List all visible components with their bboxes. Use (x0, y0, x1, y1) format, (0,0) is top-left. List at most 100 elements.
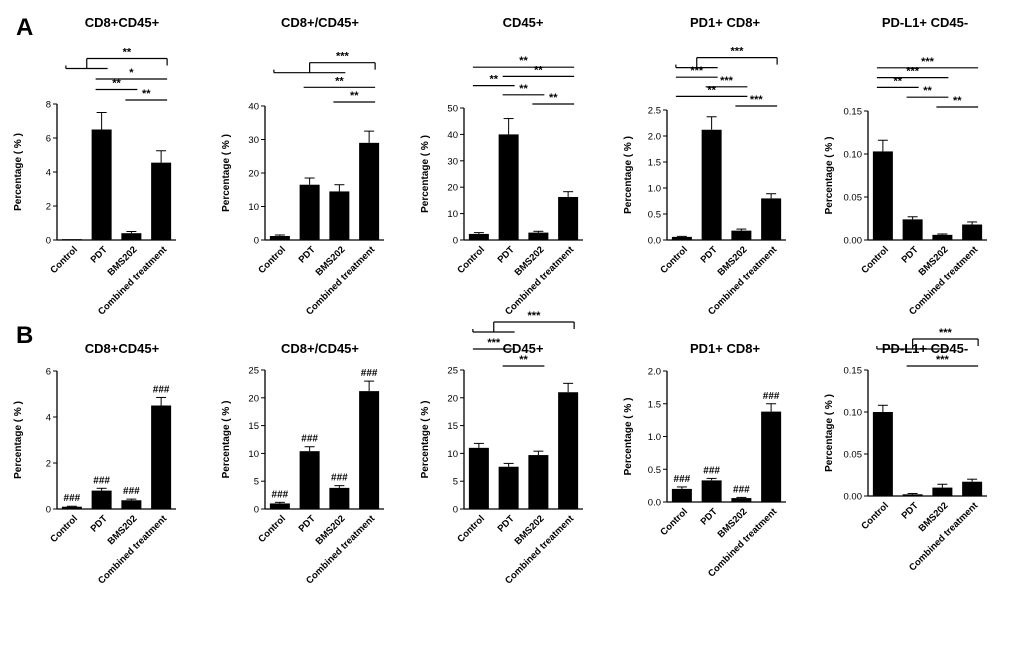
bar (671, 488, 692, 502)
bar (528, 232, 549, 240)
significance-label: *** (921, 56, 935, 68)
bar (269, 503, 290, 509)
y-tick-label: 0.15 (844, 107, 863, 118)
bar (269, 235, 290, 240)
bar (299, 184, 320, 240)
bar (902, 219, 923, 240)
y-tick-label: 2.0 (648, 367, 661, 378)
y-axis-label: Percentage ( % ) (420, 135, 431, 213)
x-tick-label: PDT (297, 244, 318, 265)
bar (329, 191, 350, 240)
y-tick-label: 0.10 (844, 150, 863, 161)
y-tick-label: 0.0 (648, 236, 661, 247)
bar (151, 405, 172, 509)
bar (91, 129, 112, 240)
y-tick-label: 0.0 (648, 498, 661, 509)
bar (872, 412, 893, 496)
y-axis-label: Percentage ( % ) (221, 401, 232, 479)
y-tick-label: 40 (248, 102, 259, 113)
chart-1: CD8+/CD45+ 0 10 20 30 40 Percentage ( % ) Contr… (221, 15, 384, 317)
bar (359, 391, 380, 509)
bar-label: ### (703, 465, 720, 476)
significance-label: ** (893, 75, 902, 87)
bar (299, 451, 320, 509)
y-axis-label: Percentage ( % ) (13, 133, 24, 211)
chart-title: CD45+ (503, 15, 544, 30)
significance-label: * (129, 67, 134, 79)
chart-5: CD8+CD45+ 0 2 4 6 Percentage ( % ) Control ### P… (13, 341, 176, 586)
bar (932, 487, 953, 496)
significance-label: ** (335, 75, 344, 87)
x-tick-label: Control (859, 244, 891, 276)
bar (61, 506, 82, 509)
y-tick-label: 10 (248, 449, 259, 460)
significance-label: ** (953, 95, 962, 107)
y-axis-label: Percentage ( % ) (824, 394, 835, 472)
y-axis-label: Percentage ( % ) (13, 401, 24, 479)
y-axis-label: Percentage ( % ) (623, 136, 634, 214)
significance-label: *** (750, 94, 764, 106)
bar (468, 233, 489, 240)
bar (701, 129, 722, 240)
chart-0: CD8+CD45+ 0 2 4 6 8 Percentage ( % ) Control PDT… (13, 15, 176, 317)
significance-label: *** (936, 354, 950, 366)
y-tick-label: 30 (447, 156, 458, 167)
y-tick-label: 0.10 (844, 408, 863, 419)
x-tick-label: PDT (89, 513, 110, 534)
significance-label: ** (549, 92, 558, 104)
y-tick-label: 0.05 (844, 450, 863, 461)
y-tick-label: 2.5 (648, 106, 661, 117)
bar (932, 234, 953, 240)
significance-label: ** (534, 64, 543, 76)
y-axis-label: Percentage ( % ) (221, 134, 232, 212)
chart-title: CD8+/CD45+ (281, 15, 359, 30)
y-tick-label: 5 (453, 477, 458, 488)
significance-label: ** (142, 88, 151, 100)
x-tick-label: Control (658, 244, 690, 276)
significance-label: *** (487, 337, 501, 349)
x-tick-label: PDT (900, 500, 921, 521)
y-tick-label: 15 (248, 421, 259, 432)
significance-label: ** (123, 47, 132, 59)
bar (731, 498, 752, 502)
bar (498, 466, 519, 509)
panel-letter-a: A (16, 14, 34, 41)
chart-3: PD1+ CD8+ 0.0 0.5 1.0 1.5 2.0 2.5 Percentage ( … (623, 15, 786, 317)
y-tick-label: 0.00 (844, 492, 863, 503)
y-axis-label: Percentage ( % ) (420, 401, 431, 479)
chart-6: CD8+/CD45+ 0 5 10 15 20 25 Percentage ( % ) Cont… (221, 341, 384, 586)
bar (558, 392, 579, 509)
bar (761, 411, 782, 502)
significance-label: ** (519, 83, 528, 95)
bar-label: ### (301, 434, 318, 445)
chart-title: PD1+ CD8+ (690, 15, 760, 30)
y-tick-label: 0 (46, 236, 51, 247)
chart-title: CD8+CD45+ (85, 15, 160, 30)
y-tick-label: 0 (254, 505, 259, 516)
y-tick-label: 0 (453, 505, 458, 516)
bar (121, 233, 142, 240)
y-tick-label: 0.5 (648, 210, 661, 221)
significance-label: *** (720, 75, 734, 87)
bar (701, 480, 722, 502)
y-tick-label: 40 (447, 130, 458, 141)
significance-label: ** (350, 90, 359, 102)
y-tick-label: 6 (46, 134, 51, 145)
bar (468, 447, 489, 509)
significance-label: ** (519, 55, 528, 67)
y-tick-label: 2 (46, 459, 51, 470)
x-tick-label: Control (455, 513, 487, 545)
significance-label: *** (690, 65, 704, 77)
chart-4: PD-L1+ CD45- 0.00 0.05 0.10 0.15 Percentage (… (824, 15, 987, 317)
bar (671, 236, 692, 240)
significance-label: *** (906, 66, 920, 78)
chart-8: PD1+ CD8+ 0.0 0.5 1.0 1.5 2.0 Percentage ( % )… (623, 341, 786, 579)
x-tick-label: PDT (699, 244, 720, 265)
significance-label: ** (519, 354, 528, 366)
bar-label: ### (93, 475, 110, 486)
significance-label: ** (923, 85, 932, 97)
y-tick-label: 5 (254, 477, 259, 488)
chart-title: CD8+CD45+ (85, 341, 160, 356)
